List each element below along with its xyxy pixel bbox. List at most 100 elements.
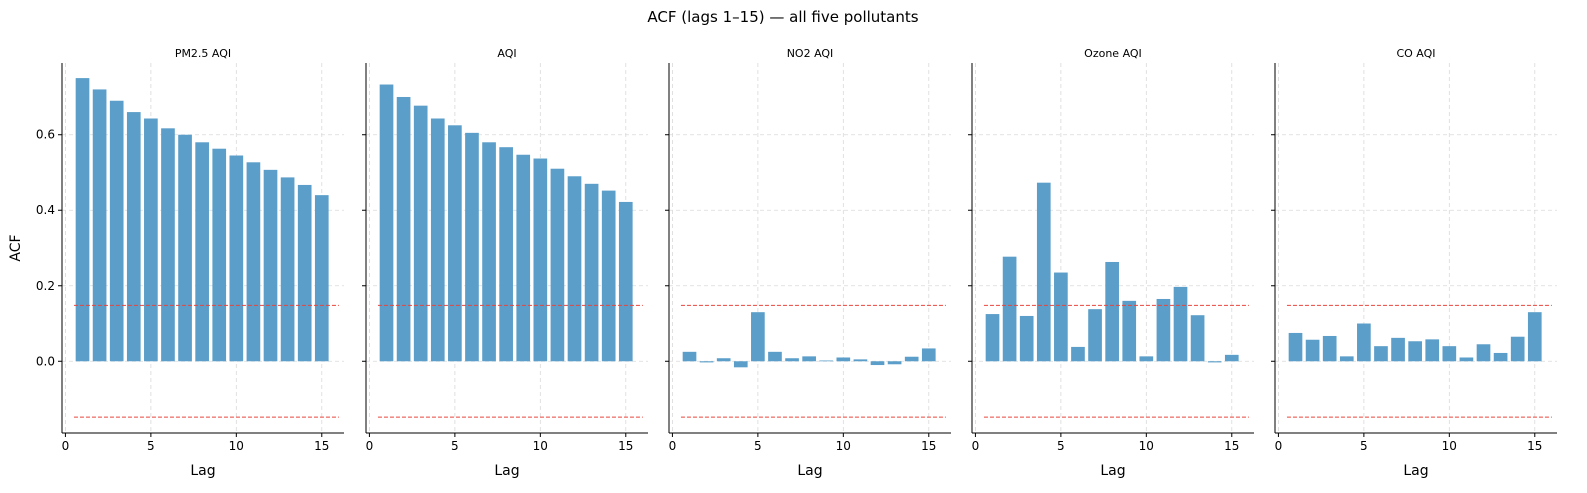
y-axis-label: ACF <box>8 234 24 261</box>
acf-bar <box>178 134 192 362</box>
acf-bar <box>1339 356 1354 362</box>
acf-bar <box>430 118 445 362</box>
panels: PM2.5 AQI 0 5 10 15 0.0 0.2 0.4 0.6 Lag ACF AQI 0 5 10… <box>8 47 1557 479</box>
acf-bar <box>1322 335 1337 362</box>
acf-bar <box>212 148 227 362</box>
x-axis-label: Lag <box>1100 463 1125 479</box>
x-tick-label: 0 <box>366 439 374 453</box>
acf-bar <box>379 84 394 362</box>
x-tick-label: 5 <box>754 439 762 453</box>
acf-bar <box>1224 354 1239 362</box>
x-tick-label: 5 <box>451 439 459 453</box>
acf-bar <box>1002 256 1017 362</box>
acf-bar <box>75 78 90 362</box>
acf-bar <box>229 155 244 362</box>
x-axis-label: Lag <box>1403 463 1428 479</box>
acf-bar <box>853 359 868 362</box>
acf-bar <box>1459 357 1474 362</box>
acf-bar <box>1493 352 1508 362</box>
acf-bar <box>1190 315 1205 362</box>
acf-bar <box>1357 323 1371 362</box>
acf-bar <box>144 118 158 362</box>
panel-2: AQI 0 5 10 15 Lag <box>362 47 648 479</box>
acf-bar <box>465 132 479 362</box>
acf-bar <box>109 100 124 362</box>
acf-bar <box>482 142 496 362</box>
acf-bar <box>904 356 919 362</box>
acf-bar <box>297 184 312 362</box>
acf-bar <box>1207 361 1222 363</box>
acf-bar <box>126 112 141 362</box>
acf-bar <box>887 361 902 365</box>
x-tick-label: 0 <box>62 439 70 453</box>
figure-title: ACF (lags 1–15) — all five pollutants <box>647 8 918 26</box>
panel-5: CO AQI 0 5 10 15 Lag <box>1271 47 1557 479</box>
acf-bar <box>985 314 1000 362</box>
acf-bar <box>802 356 816 362</box>
acf-bar <box>1105 261 1119 362</box>
acf-bar <box>682 351 697 362</box>
acf-bar <box>768 351 782 362</box>
acf-bar <box>550 168 565 362</box>
x-tick-label: 5 <box>1057 439 1065 453</box>
x-tick-label: 10 <box>229 439 244 453</box>
acf-bar <box>280 177 295 362</box>
x-axis-label: Lag <box>797 463 822 479</box>
acf-bar <box>1305 339 1320 362</box>
acf-bar <box>263 169 278 362</box>
x-axis-label: Lag <box>494 463 519 479</box>
acf-bar <box>1288 332 1303 362</box>
y-tick-label: 0.6 <box>36 128 55 142</box>
acf-bar <box>1036 182 1051 362</box>
x-tick-label: 15 <box>921 439 936 453</box>
acf-bar <box>1019 315 1034 362</box>
y-tick-label: 0.0 <box>36 354 55 368</box>
x-tick-label: 0 <box>972 439 980 453</box>
acf-bar <box>870 361 885 366</box>
acf-bar <box>1476 344 1491 362</box>
acf-bar <box>161 128 175 362</box>
x-axis-label: Lag <box>190 463 215 479</box>
acf-bar <box>584 183 599 362</box>
acf-bar <box>1510 336 1525 362</box>
acf-bar <box>1173 286 1188 362</box>
x-tick-label: 15 <box>1527 439 1542 453</box>
panel-title: Ozone AQI <box>1084 47 1142 60</box>
acf-bar <box>516 154 531 362</box>
acf-bar <box>601 190 616 362</box>
acf-bar <box>921 348 936 362</box>
x-tick-label: 10 <box>533 439 548 453</box>
y-tick-label: 0.4 <box>36 203 55 217</box>
acf-bar <box>246 162 261 362</box>
acf-bar <box>567 176 582 362</box>
x-tick-label: 5 <box>1360 439 1368 453</box>
acf-bar <box>1088 309 1102 362</box>
acf-bar <box>396 96 411 362</box>
acf-bar <box>92 89 107 362</box>
acf-bar <box>819 360 834 362</box>
acf-bar <box>195 142 209 362</box>
acf-bar <box>716 358 731 362</box>
x-tick-label: 0 <box>669 439 677 453</box>
acf-bar <box>1425 339 1440 362</box>
acf-bar <box>533 158 548 362</box>
panel-title: NO2 AQI <box>787 47 834 60</box>
panel-4: Ozone AQI 0 5 10 15 Lag <box>968 47 1254 479</box>
x-tick-label: 5 <box>147 439 155 453</box>
acf-bar <box>1122 300 1137 362</box>
acf-bar <box>751 312 765 362</box>
acf-bar <box>618 201 633 362</box>
panel-1: PM2.5 AQI 0 5 10 15 0.0 0.2 0.4 0.6 Lag ACF <box>8 47 344 479</box>
acf-bar <box>1156 298 1171 362</box>
acf-bar <box>1527 312 1542 362</box>
acf-bar <box>1054 272 1068 362</box>
x-tick-label: 15 <box>1224 439 1239 453</box>
acf-bar <box>836 357 851 362</box>
panel-title: AQI <box>497 47 516 60</box>
panel-title: PM2.5 AQI <box>175 47 231 60</box>
x-tick-label: 10 <box>1442 439 1457 453</box>
acf-bar <box>1391 337 1405 362</box>
acf-bar <box>1139 356 1154 362</box>
acf-bar <box>1442 346 1457 362</box>
